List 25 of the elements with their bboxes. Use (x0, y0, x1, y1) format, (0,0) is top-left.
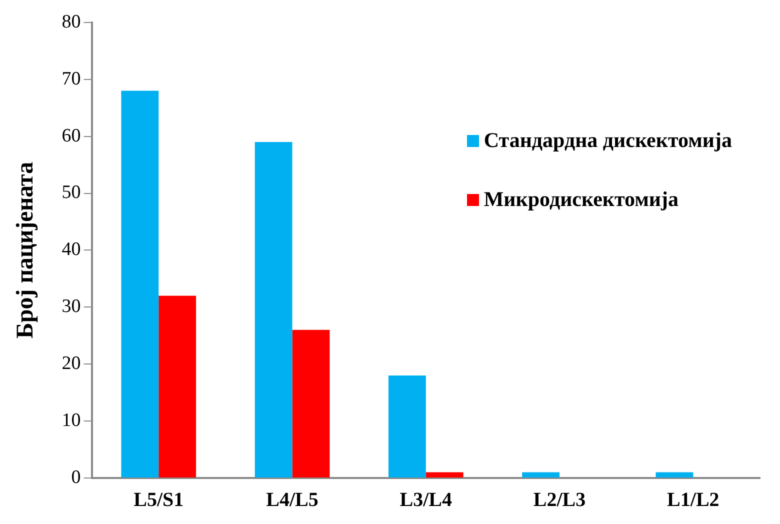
x-tick-label: L4/L5 (266, 489, 318, 512)
y-tick-label: 20 (62, 353, 81, 374)
bar (522, 472, 560, 478)
legend-label: Стандардна дискектомија (484, 128, 732, 153)
y-tick-label: 80 (62, 11, 81, 32)
bar (121, 90, 159, 478)
y-tick-label: 0 (71, 466, 81, 488)
y-tick-label: 60 (62, 125, 81, 146)
legend-label: Микродискектомија (484, 187, 679, 212)
y-axis-title: Број пацијената (12, 162, 39, 339)
y-tick-label: 10 (62, 410, 81, 432)
bar (158, 296, 196, 478)
bar (656, 472, 694, 478)
bar (426, 472, 464, 478)
x-tick-label: L5/S1 (134, 489, 184, 512)
bar (292, 330, 330, 478)
x-tick-label: L1/L2 (667, 489, 720, 512)
y-tick-label: 40 (62, 239, 81, 260)
y-tick-label: 70 (62, 68, 81, 90)
bar (388, 375, 426, 478)
y-tick-label: 50 (62, 182, 81, 204)
x-tick-label: L2/L3 (533, 489, 586, 512)
y-tick-label: 30 (62, 296, 81, 318)
bar (254, 142, 292, 478)
x-tick-label: L3/L4 (400, 489, 452, 512)
